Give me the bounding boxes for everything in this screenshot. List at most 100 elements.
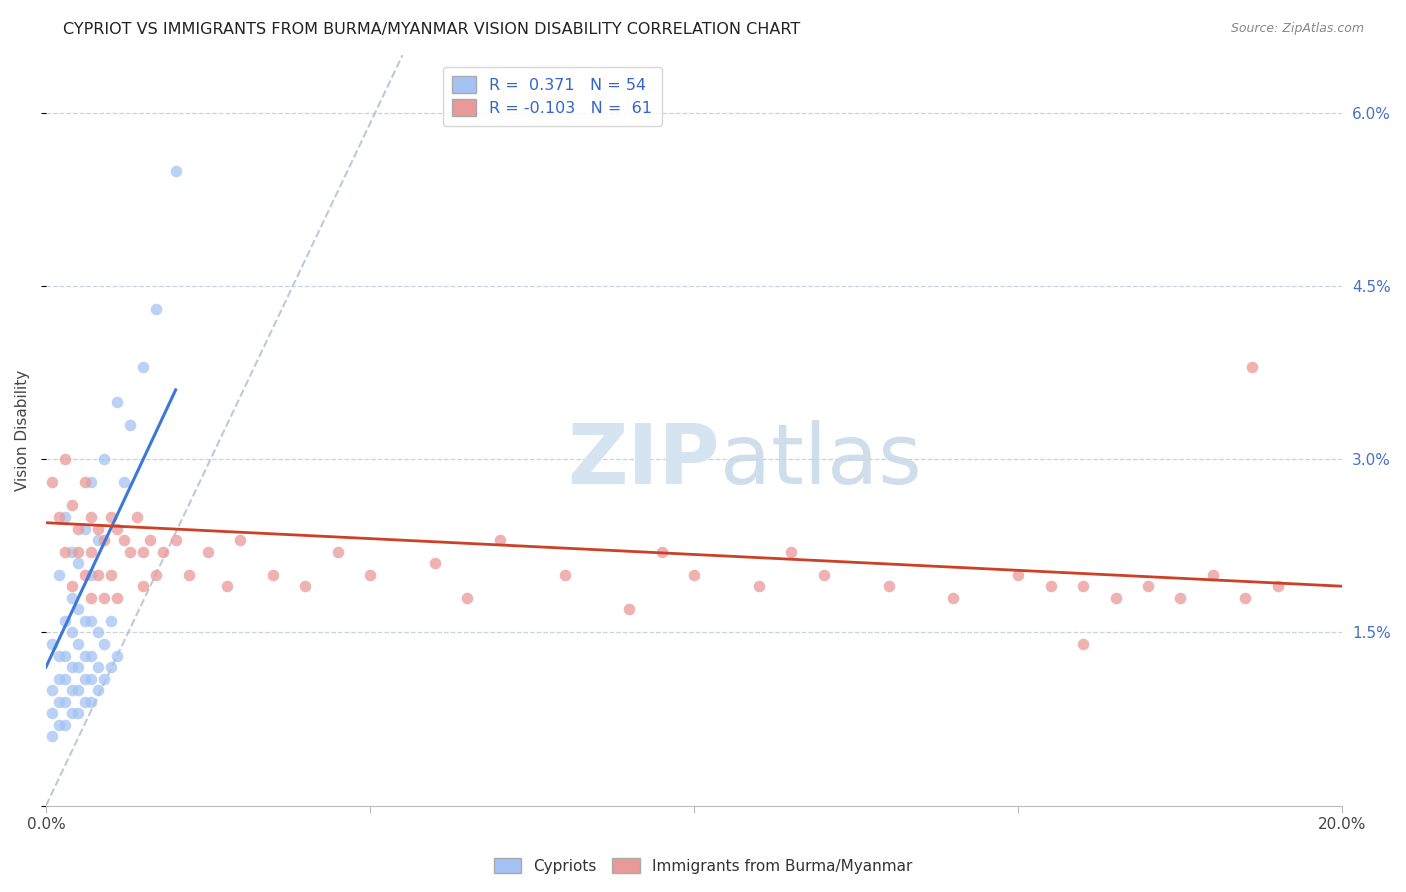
Point [73, 695, 96, 709]
Point [48, 648, 70, 663]
Point [55, 614, 77, 628]
Point [1071, 637, 1094, 651]
Point [67, 683, 90, 698]
Point [132, 544, 155, 558]
Point [619, 602, 641, 616]
Point [132, 359, 155, 374]
Point [1240, 359, 1263, 374]
Point [55, 648, 77, 663]
Point [93, 672, 115, 686]
Point [60, 499, 83, 513]
Point [67, 544, 90, 558]
Point [55, 695, 77, 709]
Point [48, 718, 70, 732]
Point [145, 302, 167, 317]
Point [105, 394, 128, 409]
Text: CYPRIOT VS IMMIGRANTS FROM BURMA/MYANMAR VISION DISABILITY CORRELATION CHART: CYPRIOT VS IMMIGRANTS FROM BURMA/MYANMAR… [63, 22, 800, 37]
Text: atlas: atlas [720, 420, 922, 501]
Point [67, 706, 90, 721]
Text: ZIP: ZIP [568, 420, 720, 501]
Point [80, 510, 103, 524]
Point [80, 695, 103, 709]
Point [100, 510, 122, 524]
Point [177, 567, 200, 582]
Point [48, 567, 70, 582]
Point [294, 579, 316, 593]
Point [683, 567, 706, 582]
Point [55, 544, 77, 558]
Point [60, 579, 83, 593]
Point [197, 544, 219, 558]
Point [67, 556, 90, 570]
Point [87, 567, 110, 582]
Point [80, 475, 103, 490]
Point [60, 660, 83, 674]
Point [105, 521, 128, 535]
Point [87, 533, 110, 547]
Point [60, 706, 83, 721]
Y-axis label: Vision Disability: Vision Disability [15, 370, 30, 491]
Point [60, 625, 83, 640]
Point [326, 544, 349, 558]
Point [120, 544, 142, 558]
Point [456, 591, 478, 605]
Legend: Cypriots, Immigrants from Burma/Myanmar: Cypriots, Immigrants from Burma/Myanmar [488, 852, 918, 880]
Point [1136, 579, 1159, 593]
Point [48, 510, 70, 524]
Point [48, 672, 70, 686]
Point [780, 544, 803, 558]
Point [1234, 591, 1257, 605]
Point [100, 614, 122, 628]
Point [41, 706, 63, 721]
Point [229, 533, 252, 547]
Point [55, 452, 77, 467]
Point [73, 672, 96, 686]
Point [55, 510, 77, 524]
Point [138, 533, 160, 547]
Point [105, 591, 128, 605]
Point [1007, 567, 1029, 582]
Point [93, 591, 115, 605]
Point [554, 567, 576, 582]
Point [262, 567, 284, 582]
Point [55, 718, 77, 732]
Point [60, 544, 83, 558]
Point [41, 729, 63, 743]
Point [87, 521, 110, 535]
Point [1202, 567, 1225, 582]
Point [73, 567, 96, 582]
Legend: R =  0.371   N = 54, R = -0.103   N =  61: R = 0.371 N = 54, R = -0.103 N = 61 [443, 67, 662, 126]
Point [165, 163, 187, 178]
Point [748, 579, 770, 593]
Point [87, 625, 110, 640]
Point [488, 533, 510, 547]
Point [145, 567, 167, 582]
Point [1071, 579, 1094, 593]
Point [41, 683, 63, 698]
Point [73, 648, 96, 663]
Point [132, 579, 155, 593]
Point [80, 567, 103, 582]
Point [60, 591, 83, 605]
Point [93, 637, 115, 651]
Point [217, 579, 239, 593]
Point [80, 591, 103, 605]
Point [73, 475, 96, 490]
Point [67, 660, 90, 674]
Point [1267, 579, 1289, 593]
Point [165, 533, 187, 547]
Text: Source: ZipAtlas.com: Source: ZipAtlas.com [1230, 22, 1364, 36]
Point [87, 683, 110, 698]
Point [67, 637, 90, 651]
Point [80, 672, 103, 686]
Point [41, 637, 63, 651]
Point [125, 510, 148, 524]
Point [41, 475, 63, 490]
Point [100, 660, 122, 674]
Point [1039, 579, 1062, 593]
Point [120, 417, 142, 432]
Point [48, 695, 70, 709]
Point [93, 533, 115, 547]
Point [423, 556, 446, 570]
Point [67, 521, 90, 535]
